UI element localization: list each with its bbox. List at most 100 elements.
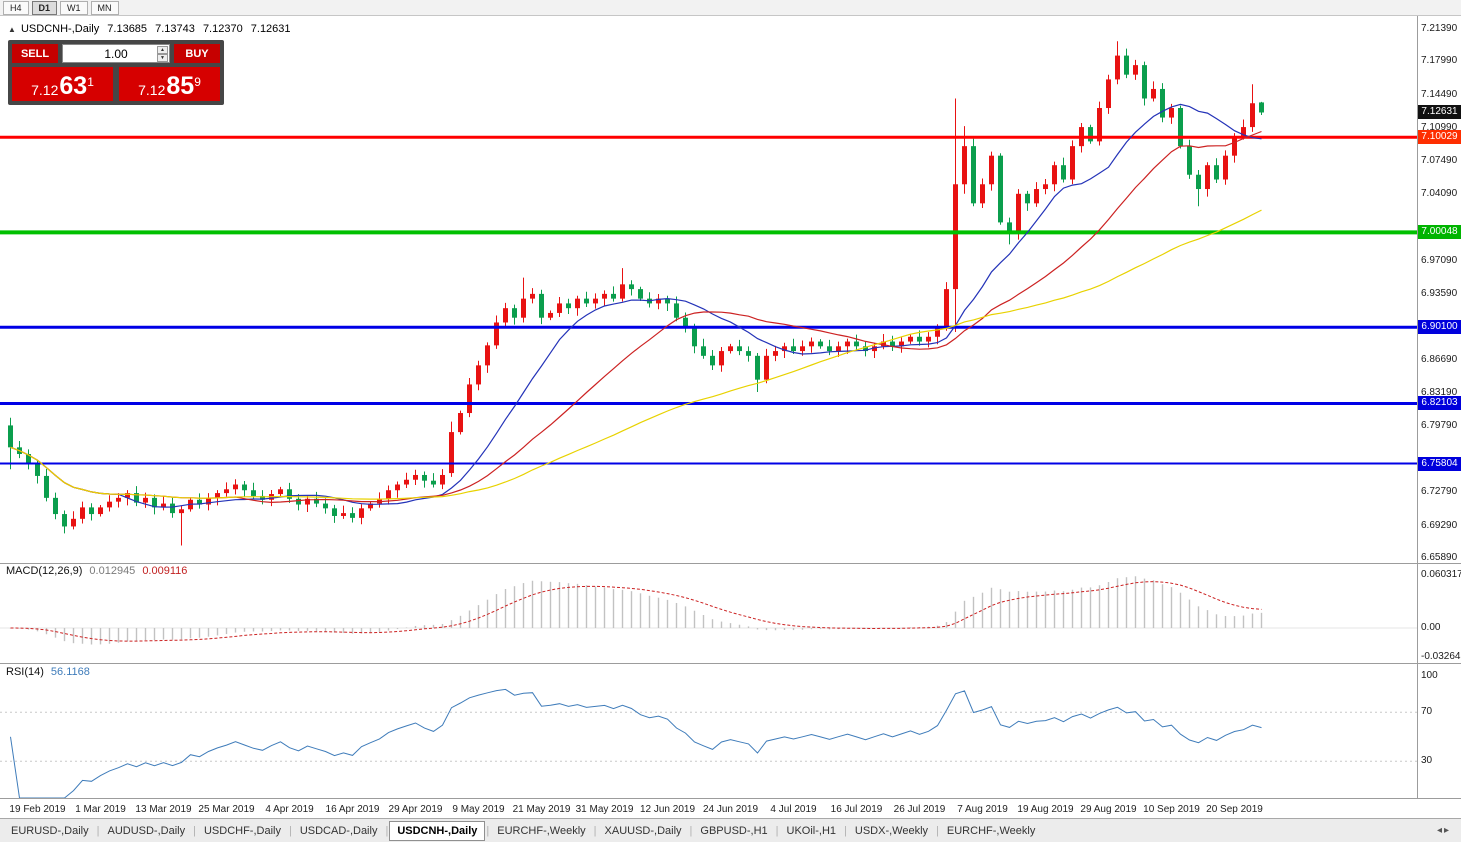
macd-bar	[801, 628, 804, 630]
macd-bar	[1161, 584, 1164, 628]
candle-body	[71, 518, 76, 527]
buy-price-display[interactable]: 7.12 85 9	[119, 67, 220, 101]
candle-body	[8, 425, 13, 448]
candle-body	[1178, 108, 1183, 147]
candle-body	[692, 327, 697, 347]
candle-body	[1124, 55, 1129, 75]
candle-body	[773, 351, 778, 356]
candle-body	[224, 489, 229, 494]
price-chart-canvas[interactable]	[0, 16, 1461, 818]
macd-bar	[981, 592, 984, 628]
macd-bar	[864, 628, 867, 629]
candle-body	[179, 509, 184, 514]
candle-body	[1196, 174, 1201, 190]
candle-body	[881, 341, 886, 347]
macd-bar	[369, 628, 372, 633]
macd-bar	[63, 628, 66, 642]
chart-tab-eurusd-daily[interactable]: EURUSD-,Daily	[11, 824, 89, 837]
candle-body	[737, 346, 742, 352]
candle-body	[251, 490, 256, 496]
price-level-badge: 6.90100	[1418, 320, 1461, 335]
chart-tab-xauusd-daily[interactable]: XAUUSD-,Daily	[604, 824, 682, 837]
tab-separator: |	[936, 824, 939, 837]
macd-bar	[1044, 591, 1047, 628]
candle-body	[1061, 165, 1066, 180]
macd-bar	[909, 627, 912, 628]
tab-separator: |	[193, 824, 196, 837]
period-button-w1[interactable]: W1	[60, 0, 88, 15]
macd-bar	[477, 605, 480, 628]
period-button-mn[interactable]: MN	[90, 0, 119, 15]
macd-bar	[1215, 614, 1218, 628]
chart-tab-usdx-weekly[interactable]: USDX-,Weekly	[854, 824, 929, 837]
macd-bar	[198, 628, 201, 638]
candle-body	[1097, 108, 1102, 142]
candle-body	[791, 346, 796, 352]
candle-body	[998, 155, 1003, 223]
buy-button[interactable]: BUY	[174, 44, 220, 63]
price-level-badge: 7.10029	[1418, 130, 1461, 145]
date-tick-label: 4 Jul 2019	[770, 804, 817, 815]
date-tick-label: 20 Sep 2019	[1206, 804, 1263, 815]
tab-separator: |	[844, 824, 847, 837]
macd-bar	[972, 596, 975, 628]
macd-bar	[522, 583, 525, 628]
candle-body	[233, 484, 238, 490]
buy-price-pips: 85	[166, 72, 195, 100]
candle-body	[413, 474, 418, 480]
macd-bar	[414, 625, 417, 628]
collapse-trade-panel-icon[interactable]: ▲	[8, 25, 16, 34]
macd-bar	[36, 628, 39, 632]
price-tick-label: 7.10990	[1421, 122, 1458, 134]
chart-tab-usdchf-daily[interactable]: USDCHF-,Daily	[203, 824, 281, 837]
chart-tab-usdcad-daily[interactable]: USDCAD-,Daily	[299, 824, 378, 837]
volume-input[interactable]	[86, 46, 146, 61]
candle-body	[44, 475, 49, 498]
macd-bar	[153, 628, 156, 641]
macd-bar	[729, 623, 732, 628]
chart-tab-audusd-daily[interactable]: AUDUSD-,Daily	[107, 824, 186, 837]
candle-body	[872, 346, 877, 352]
date-tick-label: 12 Jun 2019	[639, 804, 696, 815]
volume-increase-button[interactable]: ▲	[157, 45, 168, 54]
sell-price-display[interactable]: 7.12 63 1	[12, 67, 113, 101]
macd-bar	[1125, 577, 1128, 628]
candle-body	[845, 341, 850, 347]
chart-tab-eurchf-weekly[interactable]: EURCHF-,Weekly	[946, 824, 1036, 837]
candle-body	[404, 479, 409, 485]
candle-body	[548, 312, 553, 318]
price-tick-label: 6.83190	[1421, 387, 1458, 399]
chart-tab-gbpusd-h1[interactable]: GBPUSD-,H1	[700, 824, 768, 837]
sell-button[interactable]: SELL	[12, 44, 58, 63]
candle-body	[530, 293, 535, 299]
candle-body	[1241, 127, 1246, 137]
macd-bar	[450, 620, 453, 628]
candle-body	[1133, 65, 1138, 75]
candle-body	[215, 493, 220, 498]
candle-body	[809, 341, 814, 347]
macd-bar	[261, 628, 264, 632]
candle-body	[503, 308, 508, 323]
macd-bar	[594, 586, 597, 628]
macd-bar	[1026, 591, 1029, 628]
tab-scroll-buttons[interactable]: ◂▸	[1436, 825, 1451, 836]
candle-body	[1088, 127, 1093, 142]
period-button-d1[interactable]: D1	[31, 0, 58, 15]
volume-decrease-button[interactable]: ▼	[157, 53, 168, 62]
period-button-h4[interactable]: H4	[3, 0, 29, 15]
candle-body	[350, 513, 355, 518]
volume-spinner: ▲ ▼	[157, 45, 168, 62]
candle-body	[62, 514, 67, 527]
candle-body	[1115, 55, 1120, 80]
chart-tabs-bar: EURUSD-,Daily | AUDUSD-,Daily | USDCHF-,Dail…	[0, 818, 1461, 842]
macd-bar	[180, 628, 183, 640]
candle-body	[701, 346, 706, 356]
chart-window[interactable]: ▲ USDCNH-,Daily 7.13685 7.13743 7.12370 …	[0, 16, 1461, 818]
candle-body	[674, 303, 679, 318]
chart-tab-eurchf-weekly[interactable]: EURCHF-,Weekly	[497, 824, 586, 837]
chart-tab-ukoil-h1[interactable]: UKOil-,H1	[786, 824, 837, 837]
chart-tab-usdcnh-daily[interactable]: USDCNH-,Daily	[389, 820, 486, 841]
candle-body	[611, 293, 616, 299]
macd-bar	[207, 628, 210, 637]
